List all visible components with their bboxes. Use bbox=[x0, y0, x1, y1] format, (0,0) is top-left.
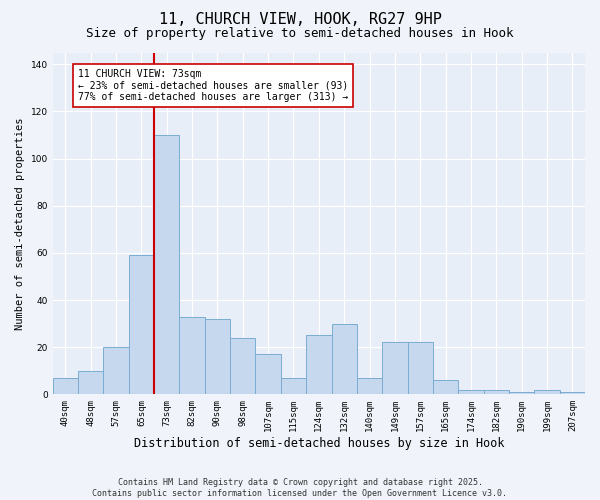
Text: 11 CHURCH VIEW: 73sqm
← 23% of semi-detached houses are smaller (93)
77% of semi: 11 CHURCH VIEW: 73sqm ← 23% of semi-deta… bbox=[78, 69, 348, 102]
Bar bbox=[509, 392, 535, 394]
Bar bbox=[484, 390, 509, 394]
Bar bbox=[407, 342, 433, 394]
Bar bbox=[332, 324, 357, 394]
Bar bbox=[205, 319, 230, 394]
Bar bbox=[560, 392, 585, 394]
Bar bbox=[433, 380, 458, 394]
Bar bbox=[179, 316, 205, 394]
Bar bbox=[129, 255, 154, 394]
Bar bbox=[357, 378, 382, 394]
X-axis label: Distribution of semi-detached houses by size in Hook: Distribution of semi-detached houses by … bbox=[134, 437, 504, 450]
Bar bbox=[230, 338, 256, 394]
Bar bbox=[103, 347, 129, 395]
Bar bbox=[306, 336, 332, 394]
Bar bbox=[458, 390, 484, 394]
Bar bbox=[154, 135, 179, 394]
Bar bbox=[78, 371, 103, 394]
Text: 11, CHURCH VIEW, HOOK, RG27 9HP: 11, CHURCH VIEW, HOOK, RG27 9HP bbox=[158, 12, 442, 28]
Text: Size of property relative to semi-detached houses in Hook: Size of property relative to semi-detach… bbox=[86, 28, 514, 40]
Text: Contains HM Land Registry data © Crown copyright and database right 2025.
Contai: Contains HM Land Registry data © Crown c… bbox=[92, 478, 508, 498]
Bar bbox=[281, 378, 306, 394]
Bar bbox=[53, 378, 78, 394]
Bar bbox=[535, 390, 560, 394]
Bar bbox=[382, 342, 407, 394]
Y-axis label: Number of semi-detached properties: Number of semi-detached properties bbox=[15, 117, 25, 330]
Bar bbox=[256, 354, 281, 395]
